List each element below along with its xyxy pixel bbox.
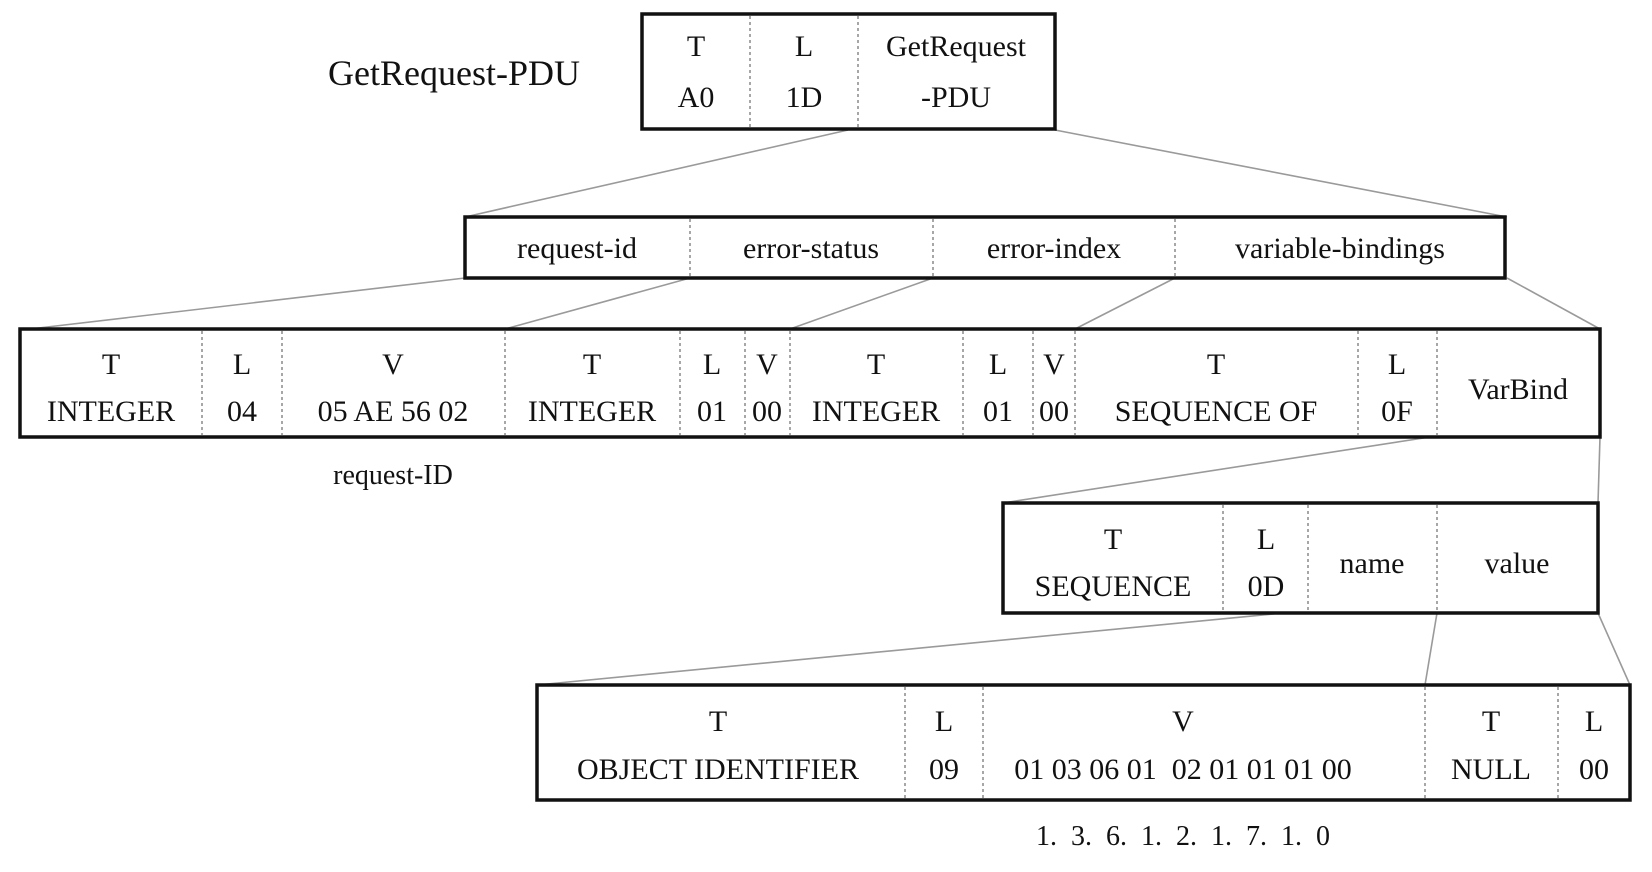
length-value: 04 xyxy=(227,395,257,428)
value-content: -PDU xyxy=(921,81,991,114)
length-value: 00 xyxy=(1579,753,1609,786)
tag-label: T xyxy=(1104,523,1122,556)
pdu-fields-box: request-id error-status error-index vari… xyxy=(463,215,1507,280)
tag-value: INTEGER xyxy=(47,395,175,428)
pdu-header-frame xyxy=(640,12,1057,131)
tag-label: T xyxy=(1207,348,1225,381)
length-label: L xyxy=(233,348,251,381)
connector xyxy=(29,277,466,330)
length-value: 09 xyxy=(929,753,959,786)
length-label: L xyxy=(989,348,1007,381)
length-label: L xyxy=(1257,523,1275,556)
varbind-box: T SEQUENCE L 0D name value xyxy=(1001,501,1600,615)
length-value: 01 xyxy=(697,395,727,428)
tag-value: INTEGER xyxy=(528,395,656,428)
tag-label: T xyxy=(583,348,601,381)
length-label: L xyxy=(795,30,813,63)
connector xyxy=(1002,436,1431,504)
connector xyxy=(536,612,1284,686)
tag-value: SEQUENCE OF xyxy=(1115,395,1318,428)
value-label: GetRequest xyxy=(886,30,1027,63)
varbind-name-field: name xyxy=(1340,547,1405,580)
tag-value: NULL xyxy=(1451,753,1531,786)
value-label: V xyxy=(1172,705,1194,738)
tag-label: T xyxy=(687,30,705,63)
connectors xyxy=(29,129,1631,686)
length-label: L xyxy=(1585,705,1603,738)
field-encodings-box: T INTEGER L 04 V 05 AE 56 02 T INTEGER L… xyxy=(18,327,1602,439)
length-value: 0D xyxy=(1248,570,1285,603)
field-error-index: error-index xyxy=(987,232,1121,265)
length-label: L xyxy=(703,348,721,381)
length-value: 01 xyxy=(983,395,1013,428)
tag-label: T xyxy=(867,348,885,381)
tag-value: SEQUENCE xyxy=(1035,570,1192,603)
connector xyxy=(1054,129,1508,218)
tag-value: OBJECT IDENTIFIER xyxy=(577,753,859,786)
connector xyxy=(464,129,849,218)
connector xyxy=(789,277,934,330)
tag-label: T xyxy=(709,705,727,738)
name-value-encodings-frame xyxy=(535,683,1632,802)
request-id-annotation: request-ID xyxy=(333,460,453,491)
connector xyxy=(1597,612,1631,686)
varbind-label: VarBind xyxy=(1468,373,1568,406)
value-content: 00 xyxy=(752,395,782,428)
oid-annotation: 1. 3. 6. 1. 2. 1. 7. 1. 0 xyxy=(1036,821,1330,852)
tag-value: A0 xyxy=(678,81,715,114)
tag-label: T xyxy=(102,348,120,381)
value-label: V xyxy=(756,348,778,381)
varbind-value-field: value xyxy=(1485,547,1550,580)
value-label: V xyxy=(1043,348,1065,381)
length-label: L xyxy=(935,705,953,738)
length-value: 1D xyxy=(786,81,823,114)
field-variable-bindings: variable-bindings xyxy=(1235,232,1445,265)
tag-value: INTEGER xyxy=(812,395,940,428)
pdu-header-box: T A0 L 1D GetRequest -PDU xyxy=(640,12,1057,131)
name-value-encodings-box: T OBJECT IDENTIFIER L 09 V 01 03 06 01 0… xyxy=(535,683,1632,802)
pdu-fields-frame xyxy=(463,215,1507,280)
connector xyxy=(1074,277,1176,330)
connector xyxy=(504,277,691,330)
value-content: 00 xyxy=(1039,395,1069,428)
connector xyxy=(1597,436,1601,504)
value-content: 01 03 06 01 02 01 01 01 00 xyxy=(1014,753,1352,786)
varbind-frame xyxy=(1001,501,1600,615)
field-encodings-frame xyxy=(18,327,1602,439)
connector xyxy=(1424,612,1438,686)
connector xyxy=(1506,277,1601,330)
field-request-id: request-id xyxy=(517,232,637,265)
value-label: V xyxy=(382,348,404,381)
length-label: L xyxy=(1388,348,1406,381)
tag-label: T xyxy=(1482,705,1500,738)
diagram-title: GetRequest-PDU xyxy=(328,53,580,93)
value-content: 05 AE 56 02 xyxy=(318,395,469,428)
length-value: 0F xyxy=(1381,395,1413,428)
field-error-status: error-status xyxy=(743,232,879,265)
